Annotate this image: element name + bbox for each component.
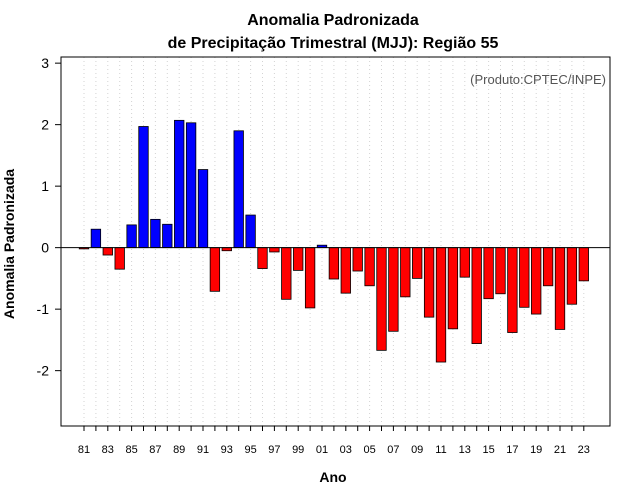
bar-86 [138, 126, 149, 249]
bars [78, 119, 589, 363]
bar-02 [328, 247, 340, 280]
bar-99 [293, 247, 304, 271]
plot-frame [60, 56, 611, 427]
bar-03 [340, 247, 351, 294]
y-axis: -2 -1 0 1 2 3 [37, 55, 61, 379]
x-tick-label: 83 [102, 444, 114, 456]
x-axis-label: Ano [319, 469, 346, 485]
bar-12 [447, 247, 459, 330]
bar-84 [114, 247, 125, 270]
x-tick-label: 01 [316, 444, 328, 456]
x-tick-label: 23 [578, 444, 590, 456]
x-tick-label: 87 [149, 444, 161, 456]
bar-22 [566, 247, 578, 305]
chart-title: Anomalia Padronizada [247, 12, 419, 29]
bar-16 [495, 247, 506, 295]
bar-11 [435, 247, 447, 363]
bar-06 [376, 247, 387, 351]
bar-04 [352, 247, 363, 272]
x-tick-label: 91 [197, 444, 209, 456]
x-tick-label: 89 [173, 444, 185, 456]
x-tick-label: 97 [268, 444, 280, 456]
x-tick-label: 99 [292, 444, 304, 456]
y-tick-label: 0 [41, 240, 49, 256]
x-tick-label: 81 [78, 444, 90, 456]
bar-90 [185, 122, 197, 249]
bar-92 [209, 247, 221, 292]
x-tick-label: 03 [340, 444, 352, 456]
bar-88 [162, 223, 173, 249]
bar-23 [578, 247, 589, 282]
x-tick-label: 19 [530, 444, 542, 456]
bar-20 [542, 247, 554, 287]
bar-85 [126, 224, 137, 249]
bar-83 [102, 247, 113, 256]
bar-08 [400, 247, 411, 298]
bar-21 [554, 247, 566, 330]
bar-14 [471, 247, 482, 344]
bar-10 [423, 247, 435, 318]
bar-89 [174, 119, 185, 249]
x-tick-label: 95 [244, 444, 256, 456]
x-tick-label: 15 [482, 444, 494, 456]
x-tick-label: 13 [459, 444, 471, 456]
bar-17 [507, 247, 518, 333]
bar-91 [197, 169, 209, 249]
x-tick-label: 85 [125, 444, 137, 456]
x-tick-label: 11 [435, 444, 446, 456]
bar-09 [412, 247, 423, 279]
y-tick-label: 2 [41, 117, 49, 133]
bar-05 [364, 247, 375, 287]
x-tick-label: 21 [554, 444, 566, 456]
y-tick-label: 3 [41, 55, 49, 71]
bar-94 [233, 130, 244, 249]
bar-82 [90, 228, 102, 249]
x-axis: 81 83 85 87 89 91 93 95 97 99 01 03 05 07 09 11 13 15 17 19… [78, 426, 590, 456]
bar-95 [245, 214, 256, 249]
bar-87 [150, 218, 161, 249]
bar-15 [483, 247, 494, 300]
y-tick-label: -1 [37, 301, 50, 317]
bar-96 [257, 247, 268, 269]
bar-07 [388, 247, 399, 332]
y-tick-label: 1 [41, 178, 49, 194]
source-annotation: (Produto:CPTEC/INPE) [470, 72, 606, 87]
x-tick-label: 17 [506, 444, 518, 456]
y-axis-label: Anomalia Padronizada [1, 169, 17, 319]
bar-13 [459, 247, 470, 278]
bar-18 [519, 247, 530, 308]
bar-97 [269, 247, 280, 253]
y-tick-label: -2 [37, 363, 50, 379]
x-tick-label: 07 [387, 444, 399, 456]
bar-19 [531, 247, 542, 315]
x-tick-label: 93 [221, 444, 233, 456]
bar-98 [281, 247, 292, 300]
chart-subtitle: de Precipitação Trimestral (MJJ): Região… [168, 35, 499, 52]
x-tick-label: 09 [411, 444, 423, 456]
bar-00 [304, 247, 316, 309]
x-tick-label: 05 [363, 444, 375, 456]
